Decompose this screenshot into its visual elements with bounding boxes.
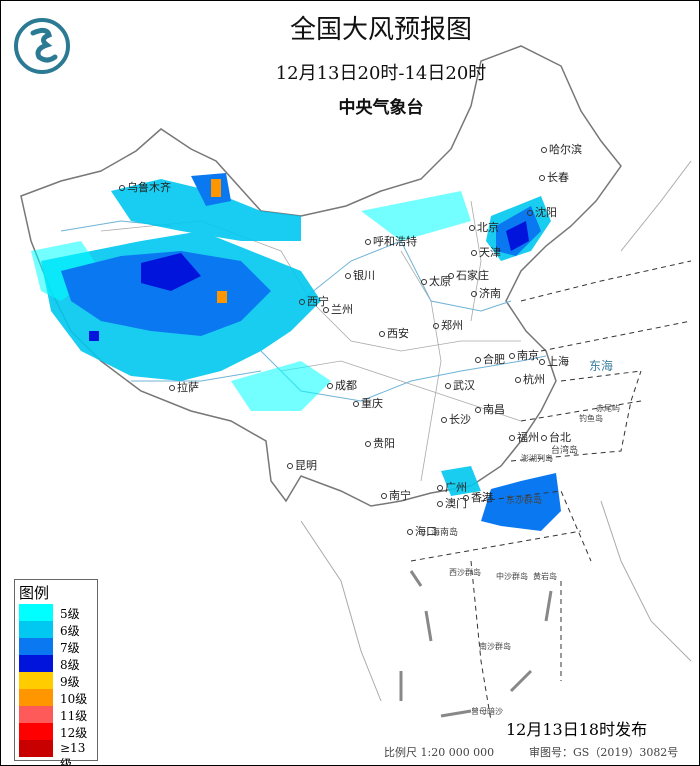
legend: 图例 5级 6级 7级 8级 9级 10级 11级 12级 ≥13级: [14, 579, 98, 765]
city-label: 石家庄: [448, 267, 489, 283]
legend-item: 10级: [19, 689, 97, 706]
city-label: 福州: [509, 429, 539, 445]
legend-item: 5级: [19, 604, 97, 621]
city-label: 长沙: [441, 411, 471, 427]
wind-area-level-9-10: [211, 179, 227, 303]
city-label: 重庆: [353, 395, 383, 411]
city-label: 西安: [379, 325, 409, 341]
city-label: 银川: [345, 267, 375, 283]
sea-label: 黄岩岛: [533, 572, 557, 581]
nine-dash-line: [399, 570, 553, 718]
city-label: 台北: [541, 429, 571, 445]
sea-label: 钓鱼岛: [579, 414, 603, 423]
legend-item: 11级: [19, 706, 97, 723]
sea-label: 东海: [589, 359, 614, 373]
legend-item: 7级: [19, 638, 97, 655]
city-label: 郑州: [433, 317, 463, 333]
city-label: 合肥: [475, 351, 505, 367]
city-label: 天津: [471, 244, 501, 260]
legend-item: ≥13级: [19, 740, 97, 765]
city-label: 南宁: [381, 487, 411, 503]
city-label: 长春: [539, 169, 569, 185]
map-scale: 比例尺 1:20 000 000: [384, 746, 495, 759]
city-label: 武汉: [445, 377, 475, 393]
city-label: 昆明: [287, 457, 317, 473]
legend-label: 5级: [60, 607, 80, 621]
legend-label: 7级: [60, 641, 80, 655]
legend-label: 9级: [60, 675, 80, 689]
legend-swatch: [19, 689, 53, 706]
city-label: 贵阳: [365, 435, 395, 451]
review-number: 审图号：GS（2019）3082号: [529, 746, 679, 759]
city-label: 沈阳: [527, 204, 557, 220]
forecast-period: 12月13日20时-14日20时: [275, 63, 487, 84]
issuing-agency: 中央气象台: [338, 98, 424, 118]
legend-swatch: [19, 604, 53, 621]
city-label: 澳门: [437, 495, 467, 511]
city-label: 拉萨: [169, 379, 199, 395]
map-title: 全国大风预报图: [289, 15, 472, 45]
city-label: 兰州: [323, 301, 353, 317]
city-label: 南昌: [475, 401, 505, 417]
city-label: 乌鲁木齐: [119, 179, 171, 195]
city-label: 成都: [327, 377, 357, 393]
sea-label: 曾母暗沙: [471, 707, 503, 716]
city-label: 香港: [463, 489, 493, 505]
legend-label: 12级: [60, 726, 88, 740]
sea-label: 中沙群岛: [496, 572, 528, 581]
sea-label: 西沙群岛: [449, 568, 481, 577]
issue-time: 12月13日18时发布: [506, 720, 648, 739]
legend-swatch: [19, 740, 53, 757]
legend-label: ≥13级: [60, 741, 86, 766]
city-label: 呼和浩特: [365, 233, 417, 249]
city-label: 杭州: [515, 371, 545, 387]
city-label: 太原: [421, 273, 451, 289]
legend-swatch: [19, 672, 53, 689]
sea-label: 东沙群岛: [506, 496, 543, 506]
sea-area-boundaries: [410, 260, 692, 722]
legend-swatch: [19, 655, 53, 672]
city-label: 哈尔滨: [541, 141, 582, 157]
wind-area-level-8: [89, 221, 529, 341]
city-label: 南京: [509, 347, 539, 363]
legend-item: 8级: [19, 655, 97, 672]
legend-label: 8级: [60, 658, 80, 672]
legend-swatch: [19, 621, 53, 638]
legend-item: 6级: [19, 621, 97, 638]
city-label: 济南: [471, 285, 501, 301]
sea-label: 赤尾屿: [596, 404, 620, 413]
legend-label: 6级: [60, 624, 80, 638]
sea-label: 澎湖列岛: [521, 454, 553, 463]
city-label: 广州: [437, 479, 467, 495]
sea-label: 南沙群岛: [479, 642, 511, 651]
city-label: 上海: [539, 353, 569, 369]
legend-label: 10级: [60, 692, 88, 706]
sea-label: 台湾岛: [551, 446, 579, 456]
legend-item: 12级: [19, 723, 97, 740]
legend-swatch: [19, 706, 53, 723]
cma-logo-icon: [14, 18, 70, 74]
coastlines: [300, 160, 692, 702]
legend-label: 11级: [60, 709, 88, 723]
legend-item: 9级: [19, 672, 97, 689]
legend-swatch: [19, 638, 53, 655]
legend-swatch: [19, 723, 53, 740]
legend-title: 图例: [19, 584, 50, 602]
city-label: 海口: [407, 523, 437, 539]
city-label: 北京: [469, 219, 499, 235]
sea-label: 海南岛: [431, 528, 459, 538]
